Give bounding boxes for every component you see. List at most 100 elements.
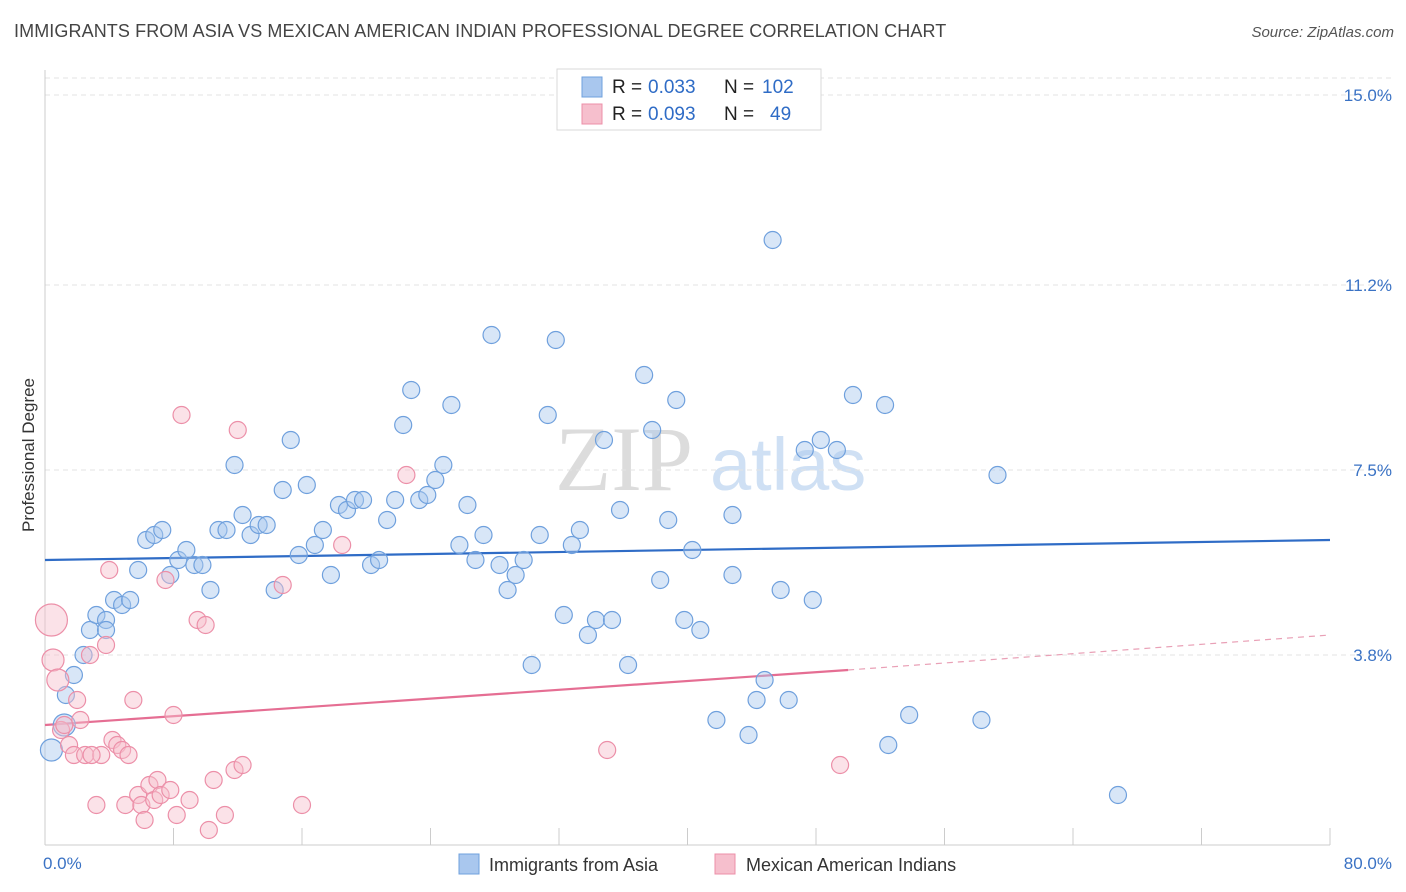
gridlines: [45, 77, 1392, 656]
mexican-point-43: [292, 795, 312, 815]
asia-point-79: [683, 540, 702, 560]
asia-point-29: [273, 480, 292, 500]
mexican-point-32: [172, 405, 191, 425]
asia-point-94: [843, 385, 863, 405]
asia-point-35: [321, 565, 341, 585]
asia-point-17: [177, 540, 196, 560]
legend-r-value-2: 0.093: [648, 104, 696, 125]
asia-point-56: [490, 555, 509, 575]
asia-point-77: [667, 390, 686, 410]
asia-point-47: [418, 485, 437, 505]
asia-point-99: [988, 465, 1007, 485]
asia-point-72: [618, 655, 638, 675]
series-label-mexican: Mexican American Indians: [746, 855, 956, 875]
y-tick-label-0: 3.8%: [1353, 646, 1392, 665]
asia-point-50: [442, 395, 461, 415]
mexican-point-44: [333, 535, 352, 555]
mexican-point-1: [41, 648, 65, 672]
asia-point-83: [739, 725, 758, 745]
legend-n-value-1: 102: [762, 77, 794, 98]
x-tick-label-1: 80.0%: [1344, 854, 1392, 873]
asia-point-32: [297, 475, 316, 495]
y-tick-label-1: 7.5%: [1353, 461, 1392, 480]
asia-point-81: [707, 710, 726, 730]
mexican-point-8: [71, 710, 90, 730]
asia-point-11: [129, 560, 148, 580]
series-legend: Immigrants from Asia Mexican American In…: [458, 853, 956, 875]
asia-point-39: [353, 490, 373, 510]
asia-point-10: [121, 590, 140, 610]
asia-point-33: [305, 535, 324, 555]
legend-swatch-mexican: [581, 103, 603, 125]
asia-point-84: [723, 565, 742, 585]
mexican-point-19: [119, 745, 138, 765]
asia-point-90: [795, 440, 814, 460]
mexican-point-37: [204, 770, 223, 790]
mexican-point-14: [100, 560, 119, 580]
mexican-point-36: [199, 820, 218, 840]
legend-n-value-2: 49: [770, 104, 791, 125]
data-points: [34, 230, 1128, 840]
mexican-point-47: [830, 755, 850, 775]
asia-point-60: [522, 655, 541, 675]
asia-point-75: [651, 570, 670, 590]
mexican-point-30: [164, 705, 183, 725]
watermark-zip: ZIP: [555, 408, 693, 510]
asia-point-86: [755, 670, 774, 690]
asia-point-65: [562, 535, 581, 555]
legend-r-label-1: R =: [612, 77, 642, 98]
mexican-point-5: [59, 735, 79, 755]
asia-point-67: [578, 625, 598, 645]
mexican-point-23: [135, 810, 154, 830]
legend-n-label-1: N =: [724, 77, 754, 98]
mexican-point-10: [80, 645, 100, 665]
x-tick-label-0: 0.0%: [43, 854, 82, 873]
trend-line-asia: [44, 538, 1331, 562]
asia-point-5: [80, 620, 100, 640]
trend-lines: [44, 538, 1331, 727]
asia-point-55: [482, 325, 501, 345]
mexican-point-18: [116, 795, 135, 815]
chart-source: Source: ZipAtlas.com: [1251, 24, 1394, 41]
asia-point-14: [153, 520, 172, 540]
asia-point-42: [378, 510, 397, 530]
asia-point-73: [635, 365, 654, 385]
asia-point-31: [289, 545, 308, 565]
mexican-point-41: [233, 755, 252, 775]
mexican-point-11: [87, 795, 106, 815]
asia-point-43: [386, 490, 405, 510]
mexican-point-13: [96, 635, 116, 655]
asia-point-27: [257, 515, 276, 535]
asia-point-71: [610, 500, 630, 520]
x-tick-labels: 0.0% 80.0%: [43, 854, 1392, 873]
legend-n-label-2: N =: [724, 104, 754, 125]
asia-point-30: [281, 430, 300, 450]
asia-point-88: [771, 580, 790, 600]
mexican-point-33: [180, 790, 199, 810]
mexican-point-26: [148, 770, 167, 790]
correlation-legend: R = 0.033 N = 102 R = 0.093 N = 49: [556, 68, 822, 131]
legend-swatch-asia: [581, 76, 603, 98]
asia-point-78: [675, 610, 694, 630]
asia-point-89: [779, 690, 798, 710]
mexican-point-0: [34, 603, 69, 637]
y-tick-labels: 3.8% 7.5% 11.2% 15.0%: [1344, 86, 1392, 665]
mexican-point-3: [51, 720, 71, 740]
asia-point-85: [747, 690, 766, 710]
legend-r-label-2: R =: [612, 104, 642, 125]
asia-point-6: [87, 605, 106, 625]
asia-point-80: [691, 620, 710, 640]
asia-point-66: [570, 520, 589, 540]
asia-point-58: [506, 565, 525, 585]
asia-point-70: [602, 610, 622, 630]
y-axis-label: Professional Degree: [19, 378, 38, 532]
asia-point-64: [554, 605, 573, 625]
asia-point-63: [546, 330, 565, 350]
asia-point-34: [313, 520, 332, 540]
asia-point-95: [875, 395, 895, 415]
asia-point-51: [450, 535, 469, 555]
mexican-point-27: [151, 785, 170, 805]
asia-point-44: [394, 415, 413, 435]
mexican-point-40: [228, 420, 247, 440]
mexican-point-29: [161, 780, 180, 800]
